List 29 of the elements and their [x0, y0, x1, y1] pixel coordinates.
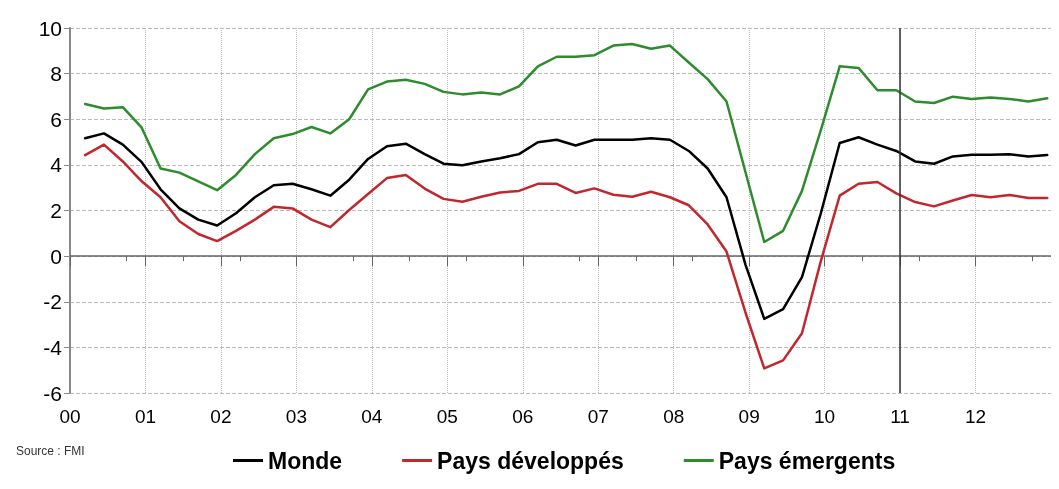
y-tick-label: -4 [43, 335, 63, 359]
x-tick-label: 01 [134, 406, 157, 427]
y-tick-label: 8 [50, 62, 62, 86]
x-tick-label: 12 [964, 406, 987, 427]
x-tick-label: 10 [814, 406, 836, 427]
legend-label: Pays développés [437, 447, 624, 474]
source-note: Source : FMI [16, 444, 85, 458]
x-tick-label: 08 [663, 406, 685, 427]
x-tick-label: 09 [738, 406, 760, 427]
x-tick-label: 06 [512, 406, 534, 427]
line-series [83, 132, 1049, 321]
x-tick-label: 05 [436, 406, 458, 427]
legend-label: Monde [268, 447, 343, 474]
x-tick-label: 04 [361, 406, 383, 427]
line-series [83, 143, 1049, 370]
y-tick-label: -2 [43, 290, 62, 314]
x-tick-label: 11 [890, 406, 910, 427]
line-series [83, 42, 1049, 244]
y-tick-label: -6 [43, 381, 62, 405]
y-tick-label: 2 [50, 199, 62, 222]
y-tick-label: 6 [50, 107, 62, 131]
x-tick-label: 07 [587, 406, 609, 427]
y-tick-label: 10 [38, 16, 62, 40]
legend-label: Pays émergents [718, 447, 896, 474]
y-tick-label: 4 [50, 153, 63, 177]
x-tick-label: 02 [210, 406, 232, 427]
x-tick-label: 03 [285, 406, 307, 427]
y-tick-label: 0 [50, 244, 62, 268]
x-tick-label: 00 [59, 406, 81, 427]
